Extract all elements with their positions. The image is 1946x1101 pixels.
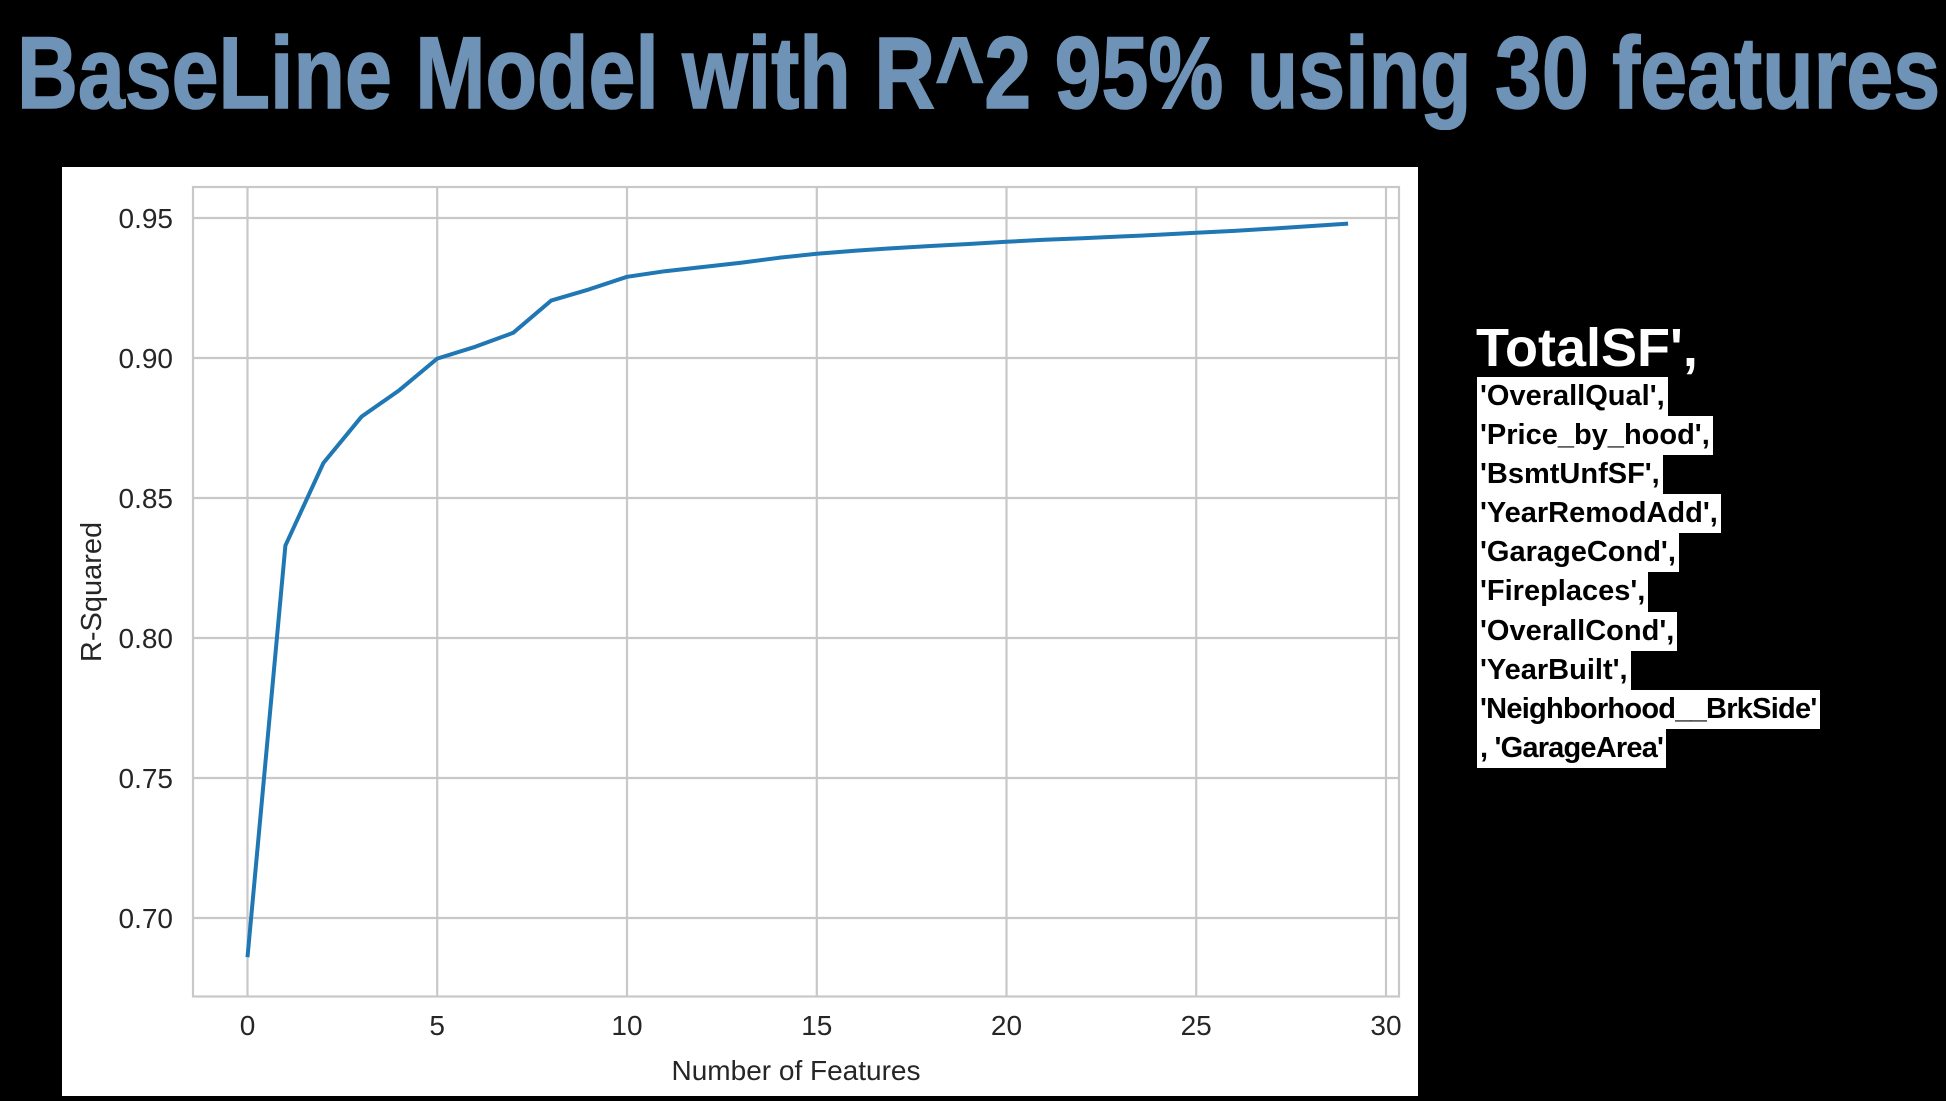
svg-text:0.85: 0.85	[119, 483, 174, 514]
svg-text:0.95: 0.95	[119, 203, 174, 234]
svg-text:Number of Features: Number of Features	[672, 1055, 921, 1086]
svg-text:15: 15	[801, 1010, 832, 1041]
svg-text:0.80: 0.80	[119, 623, 174, 654]
svg-text:0.90: 0.90	[119, 343, 174, 374]
svg-text:R-Squared: R-Squared	[76, 522, 108, 662]
svg-text:0: 0	[240, 1010, 256, 1041]
svg-text:30: 30	[1370, 1010, 1401, 1041]
svg-text:0.70: 0.70	[119, 903, 174, 934]
svg-text:20: 20	[991, 1010, 1022, 1041]
svg-text:5: 5	[429, 1010, 445, 1041]
svg-text:10: 10	[611, 1010, 642, 1041]
svg-text:25: 25	[1181, 1010, 1212, 1041]
svg-text:0.75: 0.75	[119, 763, 174, 794]
